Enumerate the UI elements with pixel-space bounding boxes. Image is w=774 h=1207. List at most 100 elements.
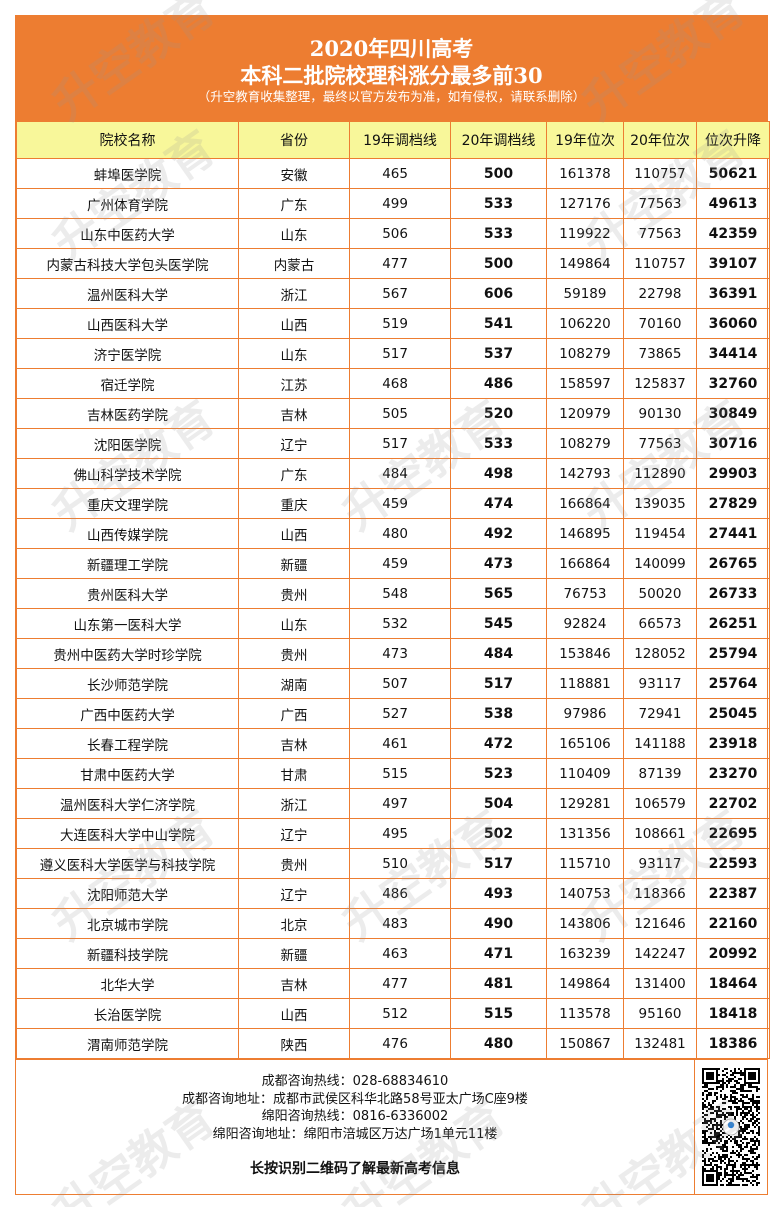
table-cell: 484 [349,458,451,489]
table-cell: 济宁医学院 [16,338,239,369]
table-cell: 459 [349,548,451,579]
table-cell: 温州医科大学 [16,278,239,309]
table-cell: 477 [349,968,451,999]
table-row: 大连医科大学中山学院 辽宁 495 502 131356 108661 22695 [16,818,770,849]
mianyang-hotline: 绵阳咨询热线：0816-6336002 [261,1109,449,1124]
qr-code-icon[interactable] [702,1068,760,1186]
table-cell: 72941 [623,698,697,729]
table-cell: 158597 [546,368,624,399]
table-cell: 131400 [623,968,697,999]
table-cell: 吉林 [238,968,350,999]
table-cell: 93117 [623,848,697,879]
table-cell: 贵州中医药大学时珍学院 [16,638,239,669]
table-cell: 548 [349,578,451,609]
table-row: 贵州中医药大学时珍学院 贵州 473 484 153846 128052 25794 [16,638,770,669]
table-cell: 533 [450,218,547,249]
table-cell: 93117 [623,668,697,699]
table-cell: 90130 [623,398,697,429]
table-cell: 106220 [546,308,624,339]
table-cell: 广东 [238,188,350,219]
column-header: 19年调档线 [349,121,451,159]
table-cell: 长治医学院 [16,998,239,1029]
table-cell: 481 [450,968,547,999]
table-cell: 广州体育学院 [16,188,239,219]
table-cell: 山西 [238,308,350,339]
table-row: 山东中医药大学 山东 506 533 119922 77563 42359 [16,218,770,249]
table-cell: 150867 [546,1028,624,1059]
table-cell: 565 [450,578,547,609]
table-cell: 浙江 [238,788,350,819]
table-cell: 505 [349,398,451,429]
table-cell: 165106 [546,728,624,759]
table-cell: 25045 [696,698,770,729]
table-cell: 广西 [238,698,350,729]
table-cell: 129281 [546,788,624,819]
table-cell: 22798 [623,278,697,309]
table-cell: 507 [349,668,451,699]
table-cell: 533 [450,428,547,459]
table-cell: 108279 [546,338,624,369]
table-cell: 重庆文理学院 [16,488,239,519]
table-cell: 480 [349,518,451,549]
table-row: 长治医学院 山西 512 515 113578 95160 18418 [16,998,770,1029]
table-cell: 533 [450,188,547,219]
table-cell: 广东 [238,458,350,489]
table-cell: 23270 [696,758,770,789]
table-cell: 26251 [696,608,770,639]
table-cell: 128052 [623,638,697,669]
table-cell: 42359 [696,218,770,249]
table-cell: 142247 [623,938,697,969]
table-cell: 517 [450,668,547,699]
table-cell: 492 [450,518,547,549]
table-cell: 25764 [696,668,770,699]
table-cell: 532 [349,608,451,639]
table-cell: 527 [349,698,451,729]
table-cell: 沈阳医学院 [16,428,239,459]
table-cell: 510 [349,848,451,879]
table-cell: 66573 [623,608,697,639]
qr-call-to-action: 长按识别二维码了解最新高考信息 [250,1161,460,1177]
table-cell: 520 [450,398,547,429]
table-cell: 吉林医药学院 [16,398,239,429]
table-row: 山西传媒学院 山西 480 492 146895 119454 27441 [16,518,770,549]
table-cell: 153846 [546,638,624,669]
table-cell: 498 [450,458,547,489]
table-cell: 500 [450,158,547,189]
table-cell: 22695 [696,818,770,849]
table-cell: 119454 [623,518,697,549]
table-cell: 515 [450,998,547,1029]
table-cell: 141188 [623,728,697,759]
table-cell: 110757 [623,158,697,189]
table-cell: 辽宁 [238,428,350,459]
table-cell: 34414 [696,338,770,369]
table-cell: 567 [349,278,451,309]
footer: 成都咨询热线：028-68834610 成都咨询地址：成都市武侯区科华北路58号… [16,1059,767,1194]
table-cell: 537 [450,338,547,369]
table-cell: 92824 [546,608,624,639]
table-cell: 陕西 [238,1028,350,1059]
table-cell: 140099 [623,548,697,579]
title-line-2: 本科二批院校理科涨分最多前30 [240,63,543,88]
table-row: 佛山科学技术学院 广东 484 498 142793 112890 29903 [16,458,770,489]
table-cell: 515 [349,758,451,789]
table-row: 新疆科技学院 新疆 463 471 163239 142247 20992 [16,938,770,969]
table-cell: 146895 [546,518,624,549]
table-cell: 166864 [546,488,624,519]
table-cell: 宿迁学院 [16,368,239,399]
table-cell: 26733 [696,578,770,609]
title-banner: 2020年四川高考 本科二批院校理科涨分最多前30 （升空教育收集整理，最终以官… [16,16,767,121]
table-row: 蚌埠医学院 安徽 465 500 161378 110757 50621 [16,158,770,189]
table-cell: 内蒙古科技大学包头医学院 [16,248,239,279]
table-cell: 484 [450,638,547,669]
column-header: 19年位次 [546,121,624,159]
table-cell: 18386 [696,1028,770,1059]
table-cell: 山东 [238,338,350,369]
table-cell: 山东第一医科大学 [16,608,239,639]
table-cell: 渭南师范学院 [16,1028,239,1059]
table-cell: 125837 [623,368,697,399]
table-cell: 483 [349,908,451,939]
table-cell: 22387 [696,878,770,909]
table-row: 重庆文理学院 重庆 459 474 166864 139035 27829 [16,488,770,519]
table-cell: 142793 [546,458,624,489]
table-cell: 77563 [623,428,697,459]
